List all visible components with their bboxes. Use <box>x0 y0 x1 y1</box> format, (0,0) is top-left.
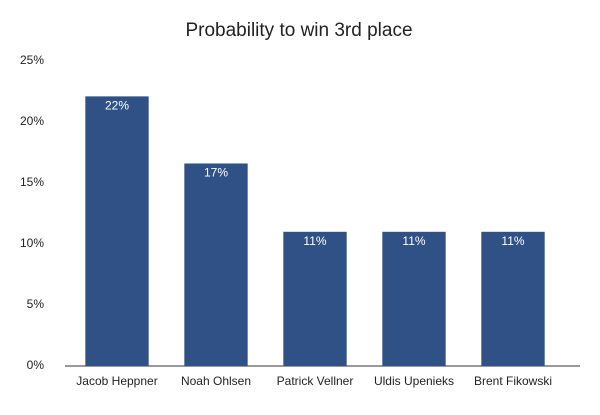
y-tick-label: 5% <box>27 297 45 311</box>
x-tick-label: Patrick Vellner <box>277 374 354 388</box>
y-tick-label: 25% <box>20 53 44 67</box>
x-tick-label: Jacob Heppner <box>76 374 157 388</box>
value-label: 11% <box>303 234 326 248</box>
value-label: 17% <box>204 166 228 180</box>
bar <box>85 96 149 366</box>
bar <box>283 231 347 366</box>
chart-title: Probability to win 3rd place <box>185 20 412 41</box>
value-label: 22% <box>105 99 129 113</box>
x-tick-label: Noah Ohlsen <box>181 374 251 388</box>
x-tick-label: Uldis Upenieks <box>374 374 454 388</box>
value-label: 11% <box>501 234 524 248</box>
x-tick-label: Brent Fikowski <box>474 374 552 388</box>
bar <box>382 231 446 366</box>
y-tick-label: 20% <box>20 114 44 128</box>
value-label: 11% <box>402 234 425 248</box>
bar <box>184 163 248 366</box>
y-tick-label: 10% <box>20 236 44 250</box>
bar <box>481 231 545 366</box>
y-tick-label: 15% <box>20 175 44 189</box>
y-tick-label: 0% <box>27 358 45 372</box>
